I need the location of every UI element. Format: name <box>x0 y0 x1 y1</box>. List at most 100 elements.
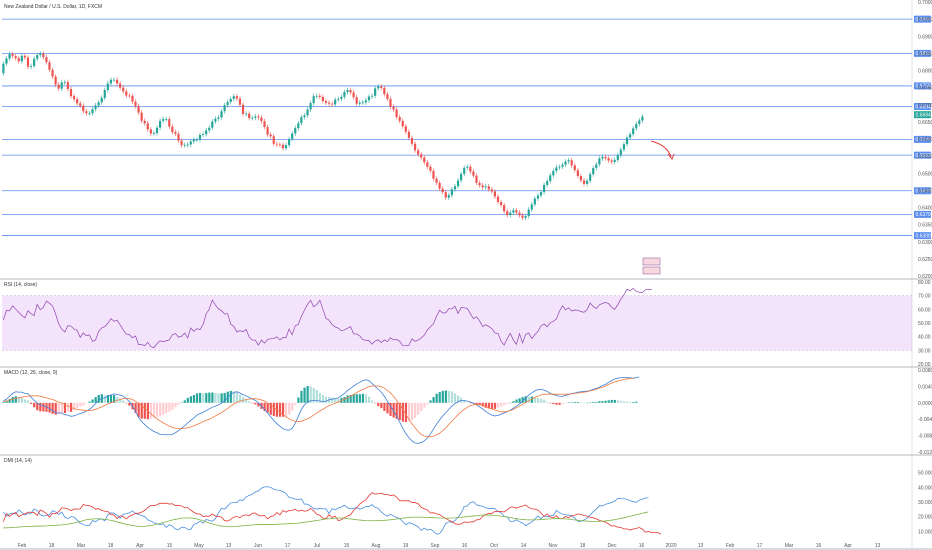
time-tick-label: Mar <box>77 543 86 549</box>
candle-body <box>57 84 60 89</box>
flag-icon[interactable] <box>642 257 661 266</box>
candle-body <box>315 95 318 97</box>
macd-histogram-bar <box>435 393 438 403</box>
macd-histogram-bar <box>622 401 626 403</box>
macd-histogram-bar <box>162 402 165 415</box>
price-tick-label: 0.64000 <box>918 206 932 212</box>
candle-body <box>51 69 54 77</box>
candle-body <box>66 82 70 89</box>
macd-histogram-bar <box>567 402 570 403</box>
candle-body <box>109 79 113 84</box>
macd-histogram-bar <box>487 402 490 409</box>
candle-body <box>582 180 586 184</box>
candle-body <box>549 175 552 182</box>
macd-histogram-bar <box>91 399 94 403</box>
macd-histogram-bar <box>530 396 533 403</box>
candle-body <box>131 95 134 102</box>
level-price-tag <box>914 210 931 218</box>
level-price-label: 0.66946 <box>916 104 932 110</box>
candle-body <box>171 126 174 133</box>
candle-body <box>214 118 217 122</box>
candle-body <box>272 136 275 144</box>
macd-histogram-bar <box>189 396 192 403</box>
rsi-tick-label: 20.00 <box>918 362 931 368</box>
macd-histogram-bar <box>73 402 76 411</box>
candle-body <box>11 54 14 57</box>
adx-line <box>3 511 649 529</box>
candle-body <box>641 116 644 121</box>
candle-body <box>76 99 79 104</box>
macd-histogram-bar <box>36 402 39 411</box>
candle-body <box>266 127 269 135</box>
candle-body <box>395 109 398 118</box>
curved-arrow-icon <box>650 140 672 158</box>
candle-body <box>490 189 493 192</box>
macd-histogram-bar <box>33 402 36 408</box>
macd-histogram-bar <box>128 402 131 406</box>
price-tick-label: 0.66500 <box>918 120 932 126</box>
macd-histogram-bar <box>14 396 17 403</box>
level-price-label: 0.69500 <box>916 17 932 23</box>
candle-body <box>112 79 116 81</box>
candlestick-series <box>2 51 644 221</box>
macd-histogram-bar <box>527 396 530 403</box>
macd-histogram-bar <box>288 402 291 415</box>
level-price-label: 0.63000 <box>916 233 932 239</box>
macd-histogram-bar <box>346 395 349 403</box>
candle-body <box>152 133 156 134</box>
macd-histogram-bar <box>395 402 398 419</box>
macd-pane <box>2 376 640 444</box>
candle-body <box>115 79 119 84</box>
macd-histogram-bar <box>407 402 411 422</box>
candle-body <box>426 162 429 167</box>
candle-body <box>337 98 340 100</box>
macd-histogram-bar <box>570 402 573 403</box>
candle-body <box>318 95 321 97</box>
macd-histogram-bar <box>500 402 503 407</box>
macd-histogram-bar <box>595 401 598 403</box>
candle-body <box>263 121 266 128</box>
macd-histogram-bar <box>573 401 576 403</box>
candle-body <box>377 86 380 89</box>
macd-tick-label: 0.00400 <box>918 384 932 390</box>
macd-histogram-bar <box>343 397 346 403</box>
candle-body <box>628 134 632 138</box>
macd-histogram-bar <box>220 393 223 403</box>
flag-icon[interactable] <box>642 266 661 275</box>
macd-histogram-bar <box>272 402 275 416</box>
candle-body <box>54 76 57 85</box>
candle-body <box>475 175 478 183</box>
candle-body <box>60 82 63 89</box>
candle-body <box>515 210 518 213</box>
macd-histogram-bar <box>214 392 217 403</box>
macd-histogram-bar <box>579 402 583 403</box>
candle-body <box>88 113 91 115</box>
macd-histogram-bar <box>134 402 137 414</box>
time-tick-label: 16 <box>816 543 822 549</box>
candle-body <box>635 123 638 129</box>
candle-body <box>281 144 285 149</box>
macd-histogram-bar <box>610 399 613 403</box>
candle-body <box>530 204 533 210</box>
macd-histogram-bar <box>429 400 432 403</box>
macd-histogram-bar <box>82 402 85 406</box>
macd-histogram-bar <box>398 402 401 421</box>
candle-body <box>444 192 447 198</box>
macd-histogram-bar <box>506 402 509 405</box>
macd-histogram-bar <box>626 401 629 403</box>
macd-histogram-bar <box>389 402 392 416</box>
macd-histogram-bar <box>549 402 552 404</box>
candle-body <box>527 209 530 217</box>
macd-histogram-bar <box>152 402 156 418</box>
candle-body <box>533 198 536 205</box>
candle-body <box>17 58 20 62</box>
candle-body <box>248 113 251 119</box>
macd-histogram-bar <box>423 402 426 408</box>
annotations <box>642 140 675 275</box>
candle-body <box>509 212 512 216</box>
candle-body <box>610 160 613 162</box>
candle-body <box>370 95 374 97</box>
candle-body <box>79 103 82 106</box>
